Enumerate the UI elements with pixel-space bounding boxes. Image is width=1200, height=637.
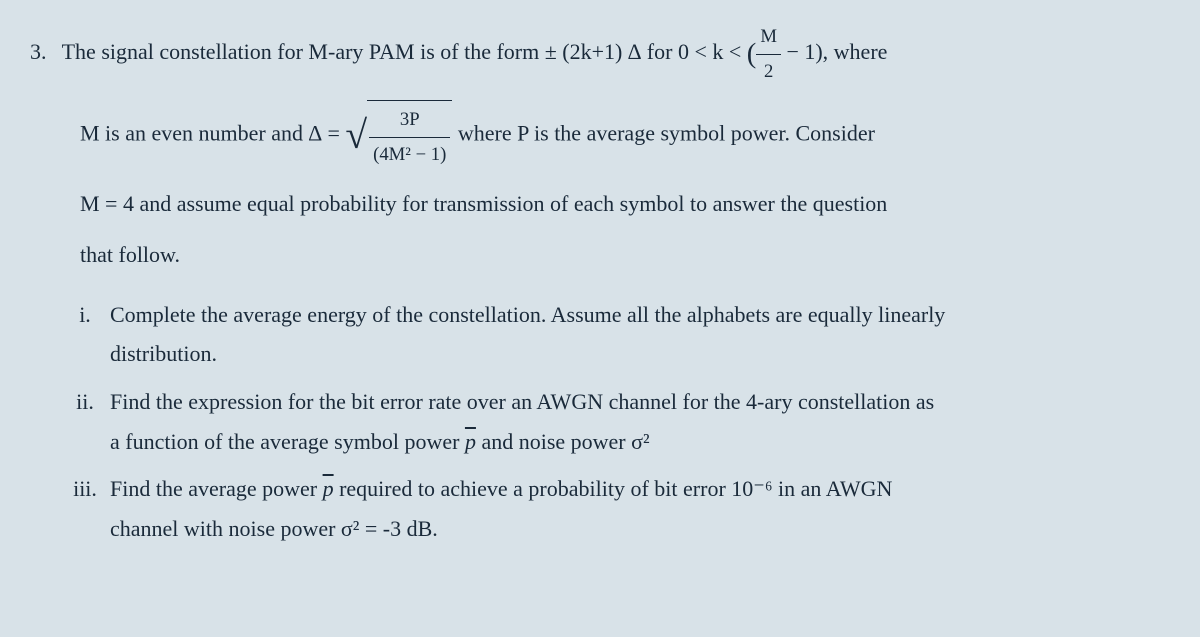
problem-continuation: M is an even number and ∆ = √ 3P (4M² − … bbox=[80, 100, 1170, 275]
text-segment: where P is the average symbol power. Con… bbox=[458, 121, 875, 146]
content-ii: Find the expression for the bit error ra… bbox=[110, 382, 1170, 461]
line-2: M is an even number and ∆ = √ 3P (4M² − … bbox=[80, 100, 1170, 171]
text-line: distribution. bbox=[110, 334, 1170, 374]
problem-number: 3. bbox=[30, 32, 47, 72]
problem-statement: 3. The signal constellation for M-ary PA… bbox=[30, 20, 1170, 88]
text-line: Complete the average energy of the const… bbox=[110, 295, 1170, 335]
sqrt-body: 3P (4M² − 1) bbox=[367, 100, 452, 171]
text-segment: M is an even number and ∆ = bbox=[80, 121, 345, 146]
p-bar: p bbox=[465, 429, 476, 454]
fraction-m-over-2: M2 bbox=[756, 20, 781, 88]
p-bar: p bbox=[323, 476, 334, 501]
text-segment: that follow. bbox=[80, 242, 180, 267]
subitem-iii: iii. Find the average power p required t… bbox=[60, 469, 1170, 548]
subitem-i: i. Complete the average energy of the co… bbox=[60, 295, 1170, 374]
text-segment: M = 4 and assume equal probability for t… bbox=[80, 191, 887, 216]
subitem-ii: ii. Find the expression for the bit erro… bbox=[60, 382, 1170, 461]
text-line: a function of the average symbol power p… bbox=[110, 422, 1170, 462]
marker-iii: iii. bbox=[60, 469, 110, 548]
marker-i: i. bbox=[60, 295, 110, 374]
text-line: Find the average power p required to ach… bbox=[110, 469, 1170, 509]
text-line: Find the expression for the bit error ra… bbox=[110, 382, 1170, 422]
text-segment: − 1), where bbox=[781, 39, 887, 64]
line-4: that follow. bbox=[80, 235, 1170, 275]
text-segment: The signal constellation for M-ary PAM i… bbox=[62, 39, 747, 64]
content-i: Complete the average energy of the const… bbox=[110, 295, 1170, 374]
line-3: M = 4 and assume equal probability for t… bbox=[80, 184, 1170, 224]
fraction-3p: 3P (4M² − 1) bbox=[369, 103, 450, 171]
marker-ii: ii. bbox=[60, 382, 110, 461]
sqrt-sign: √ bbox=[345, 100, 367, 171]
text-line: channel with noise power σ² = -3 dB. bbox=[110, 509, 1170, 549]
paren-open: ( bbox=[747, 38, 757, 69]
sqrt-expression: √ 3P (4M² − 1) bbox=[345, 100, 452, 171]
content-iii: Find the average power p required to ach… bbox=[110, 469, 1170, 548]
